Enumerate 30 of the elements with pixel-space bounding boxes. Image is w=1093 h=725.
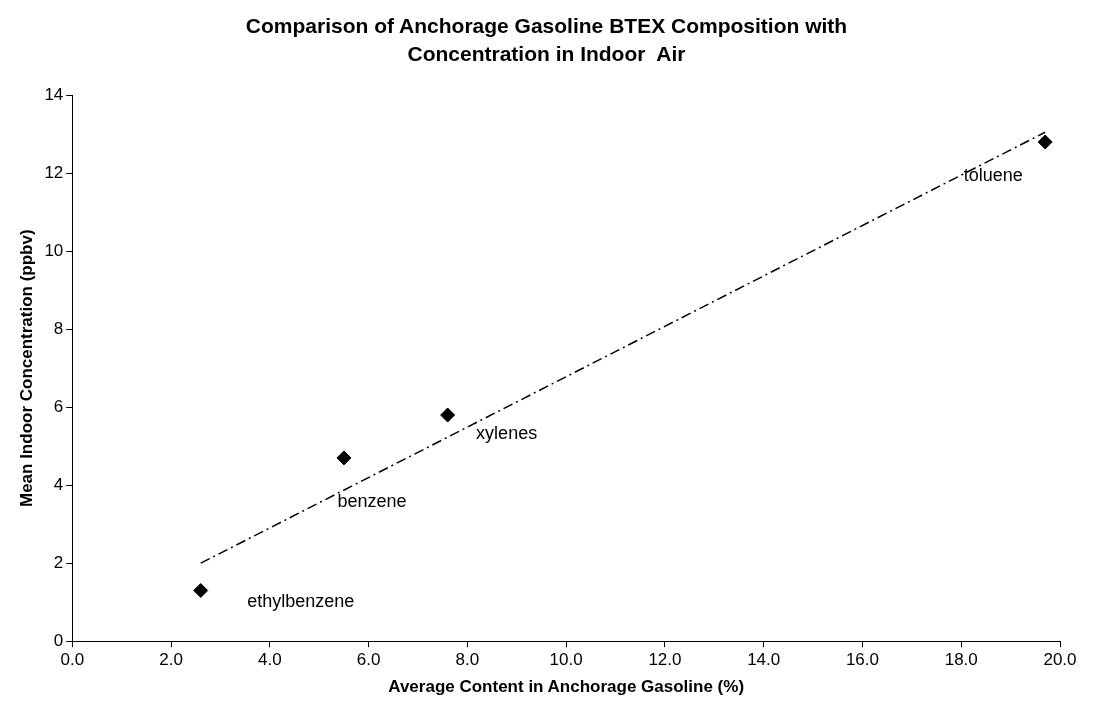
chart-title: Comparison of Anchorage Gasoline BTEX Composition with Concentration in Indoor Air [244, 13, 849, 67]
point [440, 407, 456, 423]
y-tick-label: 0 [53, 630, 64, 650]
point [193, 583, 209, 598]
x-tick-label: 0.0 [60, 650, 85, 670]
x-tick-label: 10.0 [549, 650, 583, 670]
annotation: benzene [337, 490, 407, 511]
y-tick-label: 12 [44, 162, 64, 182]
x-axis-title: Average Content in Anchorage Gasoline (%) [388, 677, 745, 697]
x-tick-label: 18.0 [944, 650, 978, 670]
point [1037, 134, 1053, 150]
x-tick-label: 12.0 [648, 650, 682, 670]
x-tick-label: 2.0 [159, 650, 183, 670]
point [336, 450, 352, 466]
y-tick-label: 6 [53, 396, 64, 416]
y-tick-label: 2 [53, 552, 64, 572]
x-tick-label: 14.0 [747, 650, 781, 670]
x-tick-label: 20.0 [1043, 650, 1077, 670]
x-tick-label: 4.0 [258, 650, 282, 670]
x-tick-label: 8.0 [455, 650, 480, 670]
y-axis-title: Mean Indoor Concentration (ppbv) [16, 229, 36, 508]
y-tick-label: 4 [53, 474, 64, 494]
x-tick-label: 6.0 [356, 650, 381, 670]
annotation: ethylbenzene [247, 591, 355, 612]
y-tick-label: 8 [53, 318, 64, 338]
annotation: toluene [963, 164, 1023, 185]
y-tick-label: 14 [44, 84, 64, 104]
x-tick-label: 16.0 [845, 650, 880, 670]
annotation: xylenes [476, 422, 538, 443]
y-tick-label: 10 [44, 240, 64, 260]
